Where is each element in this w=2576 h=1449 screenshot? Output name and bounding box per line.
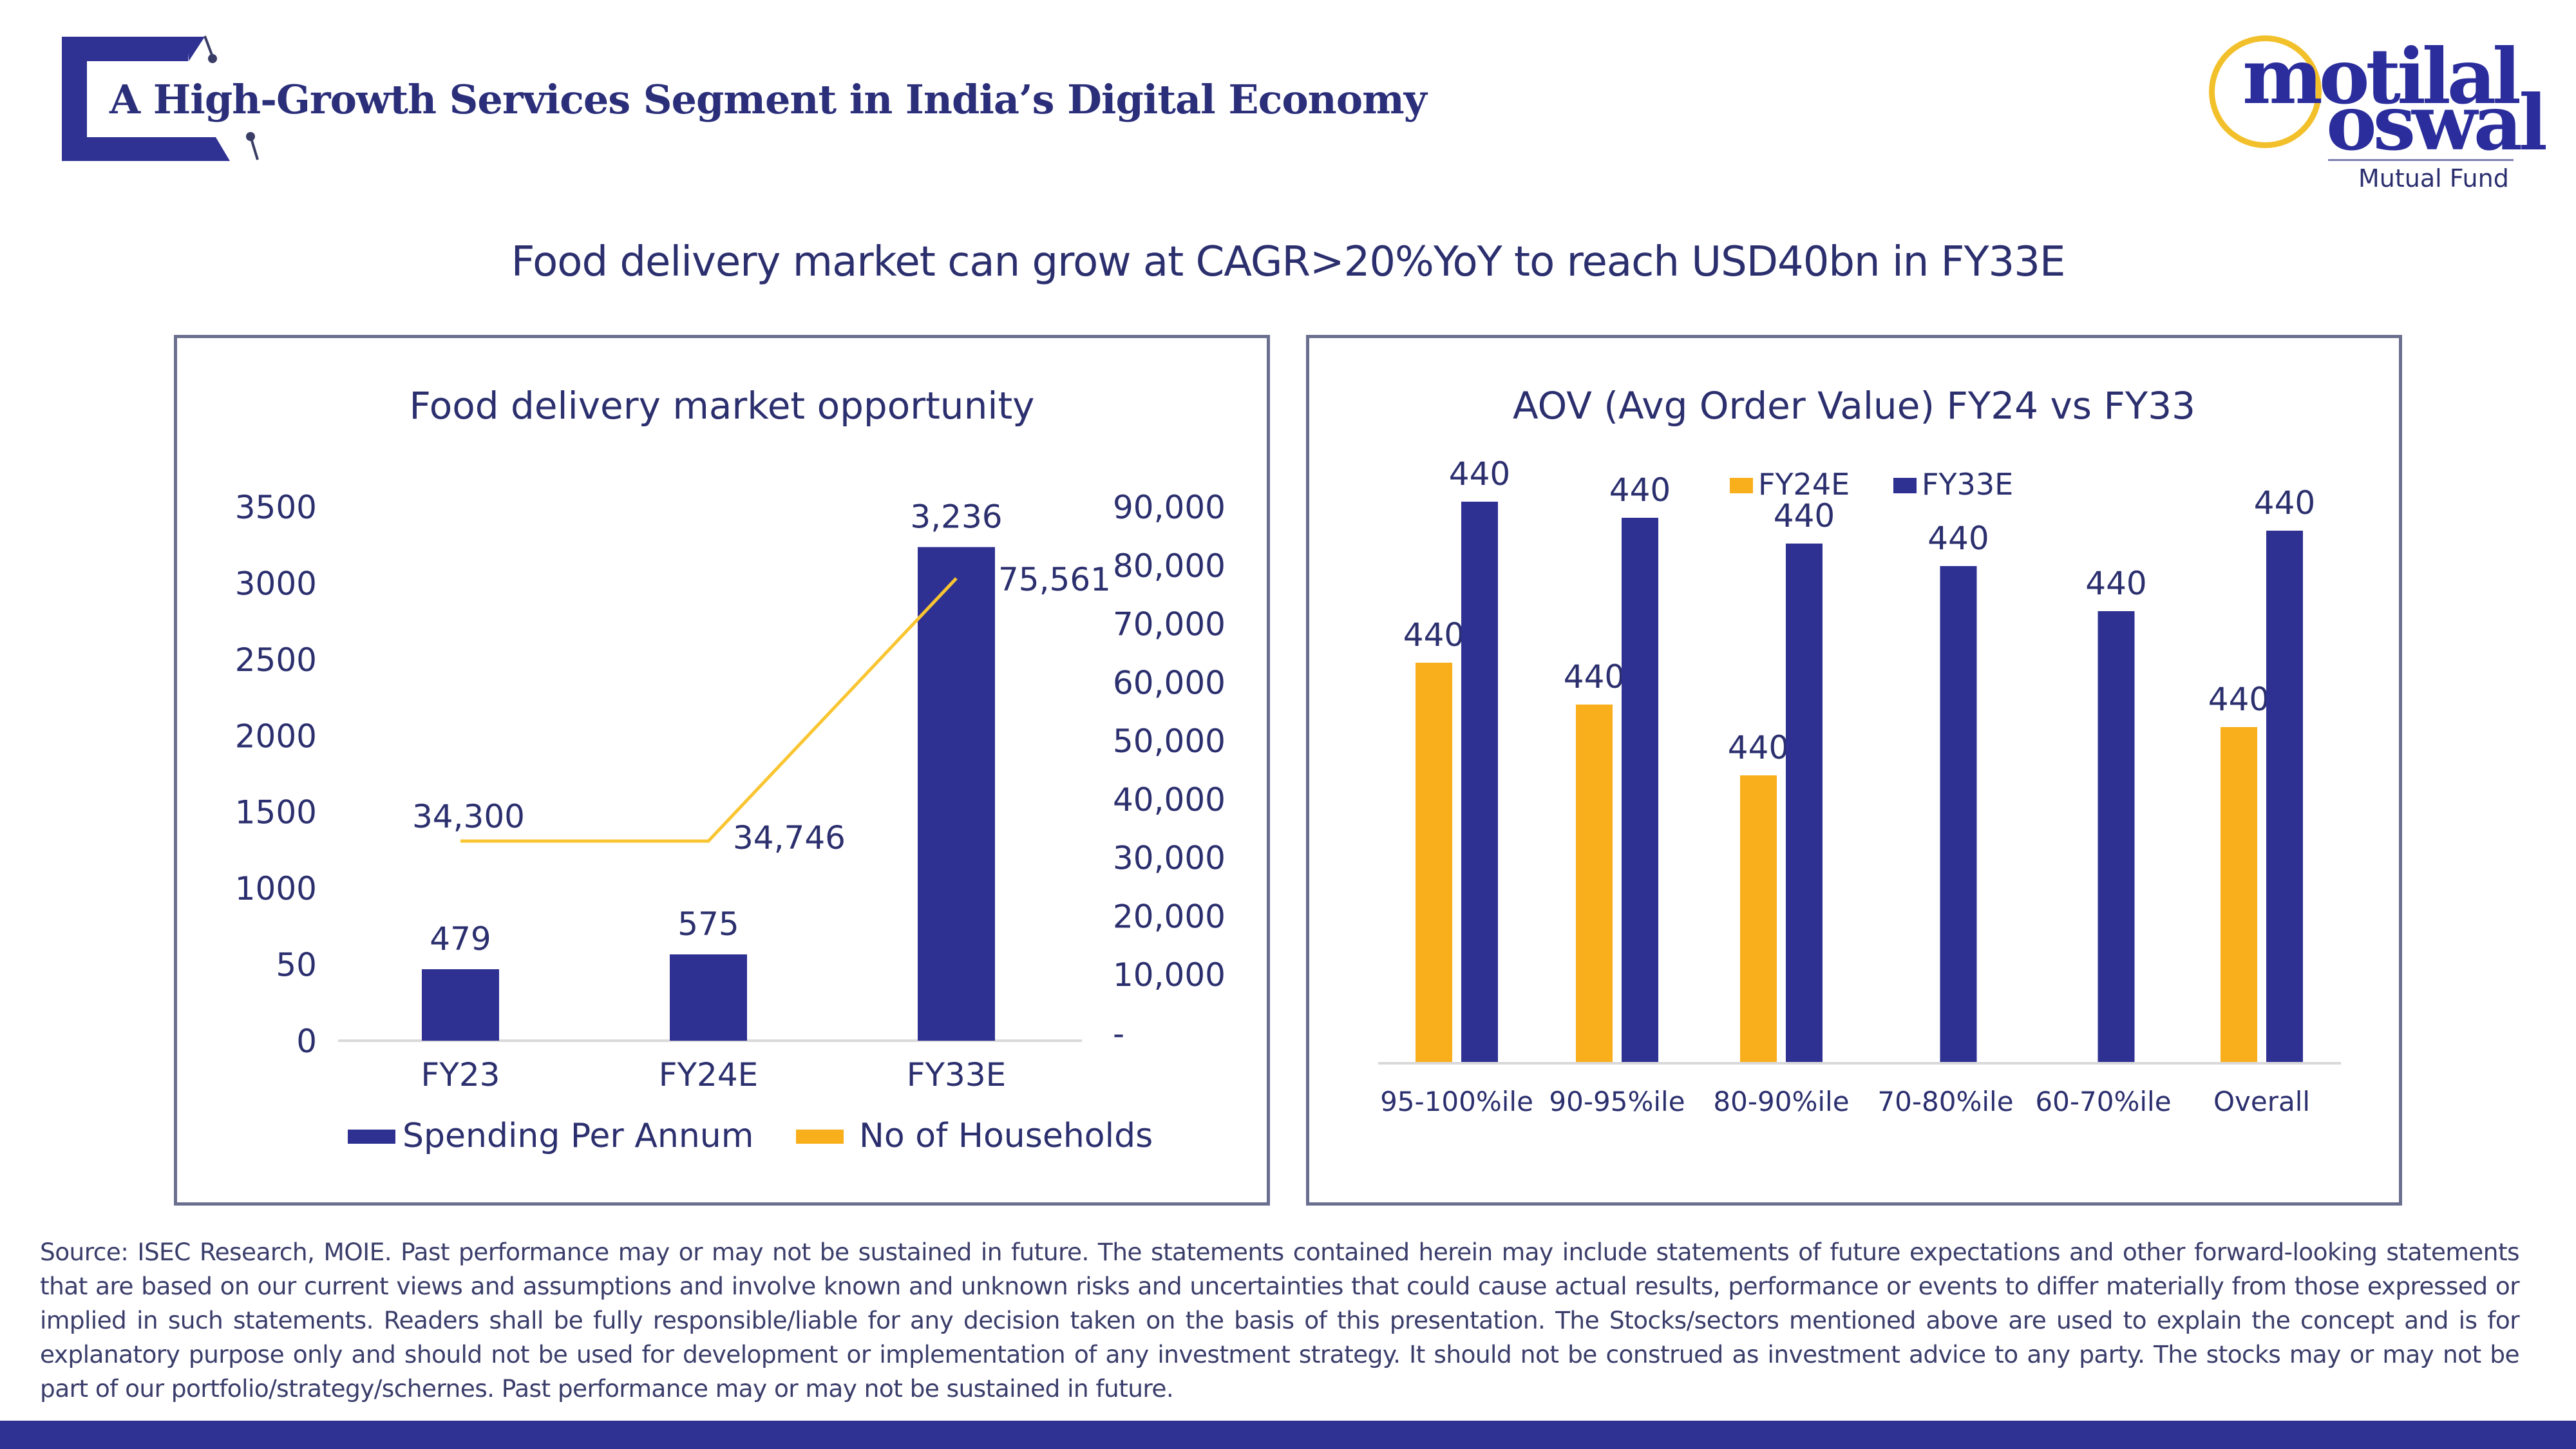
x-tick-label: FY24E (659, 1056, 759, 1094)
legend-label-households: No of Households (859, 1117, 1153, 1155)
motilal-oswal-logo: motilal oswal Mutual Fund (2202, 26, 2548, 200)
y-left-tick: 1500 (235, 794, 317, 831)
logo-word-oswal: oswal (2326, 78, 2548, 167)
legend-swatch-fy33e (1893, 478, 1917, 493)
x-tick-label: 80-90%ile (1713, 1086, 1849, 1117)
bar-fy24e-80-90pctile (1740, 775, 1777, 1062)
bar-fy33e-90-95pctile (1622, 518, 1658, 1062)
left-y-axis: 0 50 1000 1500 2000 2500 3000 3500 (235, 489, 317, 1060)
legend-swatch-fy24e (1730, 478, 1753, 493)
right-chart-legend: FY24E FY33E (1730, 467, 2013, 502)
bar-fy33e-70-80pctile (1940, 566, 1977, 1062)
y-right-tick: 50,000 (1113, 723, 1226, 760)
y-right-tick: 70,000 (1113, 606, 1226, 643)
bar-fy24e-90-95pctile (1576, 705, 1613, 1062)
footer-bar (0, 1421, 2576, 1449)
data-label-households: 34,746 (733, 819, 846, 857)
slide-subtitle: Food delivery market can grow at CAGR>20… (511, 238, 2066, 286)
households-line: 34,300 34,746 75,561 (412, 561, 1111, 857)
page-title: A High-Growth Services Segment in India’… (109, 76, 1427, 123)
chart-title-market-opportunity: Food delivery market opportunity (409, 384, 1034, 428)
data-label-spending: 575 (677, 905, 739, 943)
y-right-tick: 80,000 (1113, 547, 1226, 585)
x-tick-label: FY33E (907, 1056, 1007, 1094)
bar-fy33e-60-70pctile (2098, 611, 2135, 1062)
data-label-fy33e: 440 (1927, 520, 1989, 557)
bar-fy33e-95-100pctile (1461, 502, 1498, 1062)
x-tick-label: 95-100%ile (1380, 1086, 1533, 1117)
y-left-tick: 1000 (235, 870, 317, 907)
bar-spending-fy23 (422, 969, 499, 1041)
y-left-tick: 2500 (235, 641, 317, 679)
data-label-fy33e: 440 (2254, 484, 2315, 522)
chart-title-aov: AOV (Avg Order Value) FY24 vs FY33 (1513, 384, 2195, 428)
y-right-tick: 30,000 (1113, 840, 1226, 877)
left-chart-legend: Spending Per Annum No of Households (348, 1117, 1153, 1155)
source-disclaimer: Source: ISEC Research, MOIE. Past perfor… (40, 1238, 2520, 1403)
data-label-fy24e: 440 (1403, 616, 1464, 654)
circuit-dot-top (208, 54, 217, 63)
x-tick-label: FY23 (421, 1056, 500, 1094)
circuit-dot-bottom (246, 132, 255, 141)
line-households (460, 577, 958, 843)
header-bracket (62, 37, 230, 161)
data-label-fy24e: 440 (1728, 729, 1789, 766)
data-label-households: 34,300 (412, 798, 525, 835)
data-label-spending: 3,236 (910, 498, 1002, 536)
legend-label-fy24e: FY24E (1758, 467, 1850, 502)
bar-fy33e-80-90pctile (1786, 544, 1823, 1062)
data-label-fy33e: 440 (1774, 497, 1835, 535)
logo-mutual-fund: Mutual Fund (2358, 164, 2509, 193)
x-tick-label: Overall (2213, 1086, 2310, 1117)
data-label-spending: 479 (430, 920, 491, 958)
aov-bars: 440 440 440 440 440 440 440 440 440 440 (1403, 455, 2315, 1062)
bar-spending-fy24e (670, 954, 747, 1041)
legend-swatch-households (796, 1130, 844, 1144)
data-label-households: 75,561 (998, 561, 1111, 598)
data-label-fy33e: 440 (1609, 471, 1671, 509)
data-label-fy33e: 440 (2085, 565, 2146, 602)
x-tick-label: 90-95%ile (1549, 1086, 1685, 1117)
bar-fy24e-95-100pctile (1416, 663, 1452, 1062)
legend-swatch-spending (348, 1130, 395, 1144)
y-right-tick: 20,000 (1113, 898, 1226, 935)
legend-label-spending: Spending Per Annum (402, 1117, 753, 1155)
y-left-tick: 3000 (235, 565, 317, 602)
bar-fy24e-overall (2221, 727, 2257, 1062)
right-x-axis: 95-100%ile 90-95%ile 80-90%ile 70-80%ile 60-… (1380, 1086, 2310, 1117)
left-x-axis: FY23 FY24E FY33E (421, 1056, 1007, 1094)
data-label-fy24e: 440 (1564, 658, 1625, 696)
y-right-tick: 90,000 (1113, 489, 1226, 526)
bar-spending-fy33e (918, 547, 995, 1041)
x-tick-label: 70-80%ile (1877, 1086, 2013, 1117)
y-right-tick: 10,000 (1113, 956, 1226, 994)
header-frame (62, 34, 2138, 162)
y-left-tick: 0 (296, 1023, 317, 1060)
logo-word-motilal: motilal (2242, 32, 2521, 121)
y-right-tick: 60,000 (1113, 664, 1226, 701)
spending-bars: 479 575 3,236 (422, 498, 1003, 1041)
logo-divider (2328, 159, 2514, 161)
data-label-fy24e: 440 (2208, 681, 2269, 718)
y-right-tick: 40,000 (1113, 781, 1226, 819)
x-tick-label: 60-70%ile (2035, 1086, 2171, 1117)
header-bracket-top-cut (187, 37, 205, 61)
y-left-tick: 50 (276, 947, 317, 984)
y-left-tick: 3500 (235, 489, 317, 526)
right-y-axis: - 10,000 20,000 30,000 40,000 50,000 60,000 70,… (1113, 489, 1226, 1052)
y-left-tick: 2000 (235, 717, 317, 755)
chart-panel-market-opportunity (174, 335, 1270, 1206)
logo-ring-icon (2209, 35, 2322, 148)
bar-fy33e-overall (2266, 531, 2303, 1062)
data-label-fy33e: 440 (1449, 455, 1510, 493)
y-right-tick: - (1113, 1015, 1124, 1052)
legend-label-fy33e: FY33E (1922, 467, 2013, 502)
